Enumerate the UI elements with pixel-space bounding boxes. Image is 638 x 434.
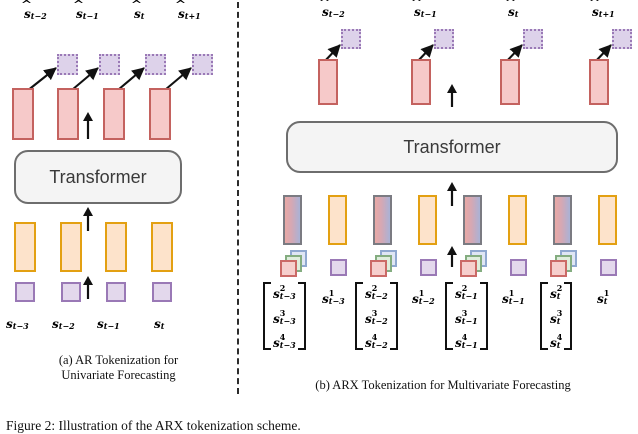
output-label-1: st−1 (76, 8, 99, 20)
covariate-token-bar-1 (373, 195, 392, 245)
covariate-vector-2-row-1: s 3 t−1 (455, 307, 478, 326)
b-predicted-token-1 (434, 29, 454, 49)
bracket-left-3 (540, 282, 548, 350)
b-predicted-token-0 (341, 29, 361, 49)
covariate-stack-front-1 (370, 260, 387, 277)
target-label-0: s 1 t−3 (322, 288, 345, 306)
covariate-token-bar-2 (463, 195, 482, 245)
b-output-label-2: st (508, 6, 518, 18)
covariate-token-bar-0 (283, 195, 302, 245)
covariate-vector-0-row-2: s 4 t−3 (273, 332, 296, 350)
panel-divider (237, 2, 239, 394)
target-square-1 (420, 259, 437, 276)
target-square-0 (330, 259, 347, 276)
b-up-arrow-transformer-in (447, 182, 457, 206)
covariate-stack-front-2 (460, 260, 477, 277)
input-square-0 (15, 282, 35, 302)
target-label-1: s 1 t−2 (412, 288, 435, 306)
bracket-right-1 (389, 282, 398, 350)
transformer-block-b[interactable]: Transformer (286, 121, 618, 173)
figure-caption: Figure 2: Illustration of the ARX tokeni… (6, 418, 301, 433)
up-arrow-tokenize (83, 276, 93, 299)
covariate-vector-1-row-1: s 3 t−2 (365, 307, 388, 326)
b-output-label-0: st−2 (322, 6, 345, 18)
covariate-vector-0-row-1: s 3 t−3 (273, 307, 296, 326)
token-bar-3 (151, 222, 173, 272)
covariate-vector-1-row-2: s 4 t−2 (365, 332, 388, 350)
output-label-2: st (134, 8, 144, 20)
input-square-3 (152, 282, 172, 302)
b-predicted-token-2 (523, 29, 543, 49)
covariate-vector-0-row-0: s 2 t−3 (273, 283, 296, 301)
b-predicted-token-3 (612, 29, 632, 49)
b-output-label-3: st+1 (592, 6, 615, 18)
target-label-2: s 1 t−1 (502, 288, 525, 306)
caption-panel-a-line1: (a) AR Tokenization for (58, 353, 179, 367)
covariate-vector-2-row-2: s 4 t−1 (455, 332, 478, 350)
caption-panel-a-line2: Univariate Forecasting (61, 368, 176, 383)
b-up-arrow-tokenize (447, 246, 457, 267)
covariate-vector-0: s 2 t−3 s 3 t−3 s 4 t−3 (263, 282, 306, 350)
b-hidden-state-bar-1 (411, 59, 431, 105)
input-label-2: s t−1 (97, 317, 120, 331)
covariate-vector-2-row-0: s 2 t−1 (455, 283, 478, 301)
transformer-label-b: Transformer (403, 136, 501, 157)
input-square-2 (106, 282, 126, 302)
transformer-label-a: Transformer (49, 166, 147, 187)
hidden-state-bar-1 (57, 88, 79, 140)
hidden-state-bar-3 (149, 88, 171, 140)
b-output-label-1: st−1 (414, 6, 437, 18)
target-token-bar-2 (508, 195, 527, 245)
bracket-right-3 (564, 282, 573, 350)
up-arrow-transformer-out (83, 112, 93, 139)
covariate-stack-front-3 (550, 260, 567, 277)
covariate-token-bar-3 (553, 195, 572, 245)
predicted-token-3 (192, 54, 213, 75)
bracket-left-1 (355, 282, 363, 350)
up-arrow-transformer-in (83, 207, 93, 231)
panel-b-arrows (323, 44, 612, 63)
covariate-stack-front-0 (280, 260, 297, 277)
b-hidden-state-bar-2 (500, 59, 520, 105)
caption-panel-b: (b) ARX Tokenization for Multivariate Fo… (315, 378, 571, 392)
covariate-vector-2: s 2 t−1 s 3 t−1 s 4 t−1 (445, 282, 488, 350)
target-token-bar-1 (418, 195, 437, 245)
token-bar-1 (60, 222, 82, 272)
covariate-vector-1: s 2 t−2 s 3 t−2 s 4 t−2 (355, 282, 398, 350)
transformer-block-a[interactable]: Transformer (14, 150, 182, 204)
output-label-3: st+1 (178, 8, 201, 20)
b-up-arrow-transformer-out (447, 84, 457, 107)
covariate-vector-1-row-0: s 2 t−2 (365, 283, 388, 301)
input-label-1: s t−2 (52, 317, 75, 331)
target-square-3 (600, 259, 617, 276)
bracket-right-2 (479, 282, 488, 350)
predicted-token-1 (99, 54, 120, 75)
hidden-state-bar-2 (103, 88, 125, 140)
predicted-token-0 (57, 54, 78, 75)
bracket-left-0 (263, 282, 271, 350)
bracket-right-0 (297, 282, 306, 350)
input-label-0: s t−3 (6, 317, 29, 331)
token-bar-0 (14, 222, 36, 272)
bracket-left-2 (445, 282, 453, 350)
caption-panel-a: (a) AR Tokenization for Univariate Forec… (6, 353, 231, 384)
predicted-token-2 (145, 54, 166, 75)
token-bar-2 (105, 222, 127, 272)
b-hidden-state-bar-0 (318, 59, 338, 105)
target-square-2 (510, 259, 527, 276)
b-hidden-state-bar-3 (589, 59, 609, 105)
input-square-1 (61, 282, 81, 302)
output-label-0: st−2 (24, 8, 47, 20)
hidden-state-bar-0 (12, 88, 34, 140)
target-token-bar-3 (598, 195, 617, 245)
target-token-bar-0 (328, 195, 347, 245)
